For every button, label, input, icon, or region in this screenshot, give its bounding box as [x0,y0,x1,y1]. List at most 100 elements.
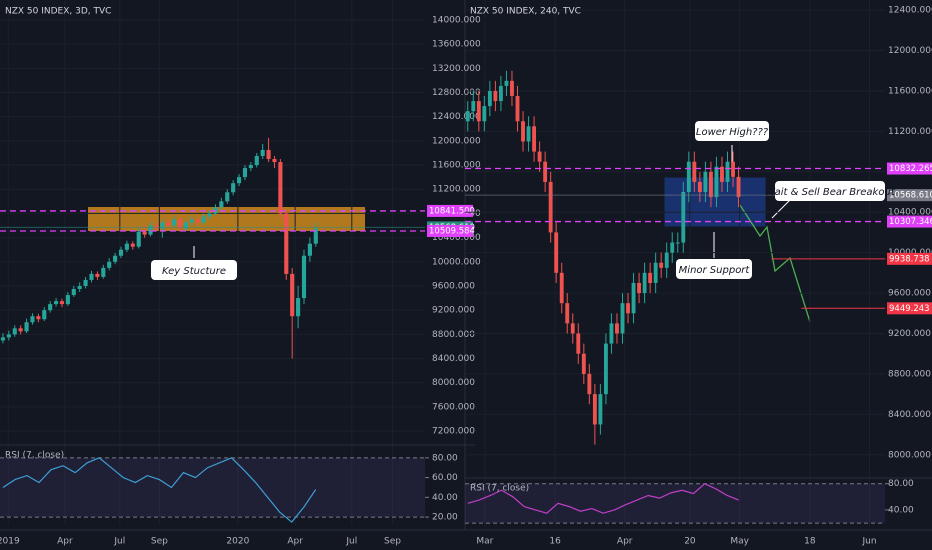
x-tick-label: Apr [287,537,303,547]
y-tick-label: 9200.000 [432,306,475,316]
candle-body [65,295,70,305]
y-tick-label: 11600.000 [432,161,481,171]
candle-body [142,231,147,235]
candle-body [201,216,206,223]
candle-body [160,222,165,229]
x-tick-label: Jul [113,537,125,547]
x-tick-label: Apr [57,537,73,547]
price-label-bg [887,162,932,175]
x-tick-label: Mar [476,537,493,547]
price-label-bg [887,215,932,228]
candle-body [260,149,265,156]
candle-body [6,334,11,338]
annotation: Lower High??? [696,127,769,138]
annotation-box [695,121,769,141]
candle-body [681,192,686,243]
candle-body [272,159,277,163]
y-tick-label: 8400.000 [888,410,931,420]
candle-body [12,328,17,335]
candle-body [493,90,498,102]
candle-body [107,261,112,268]
candle-body [653,262,658,283]
candle-body [532,126,537,152]
y-tick-label: 11600.000 [888,86,932,96]
candle-body [559,272,564,304]
candle-body [648,272,653,283]
candle-body [101,267,106,277]
candle-body [642,272,647,294]
y-tick-label: 12400.000 [432,112,481,122]
candle-body [686,161,691,193]
candle-body [487,90,492,107]
y-tick-label: 8800.000 [432,330,475,340]
x-tick-label: 2019 [0,537,20,547]
candle-body [708,171,713,198]
candle-body [30,316,35,323]
candle-body [570,323,575,334]
y-tick-label: 13200.000 [432,64,481,74]
y-tick-label: 11200.000 [888,127,932,137]
candle-body [565,303,570,324]
candle-body [670,242,675,253]
candle-body [266,149,271,160]
price-label-bg [427,204,473,217]
rsi-band [0,457,425,518]
candle-body [659,262,664,268]
candle-body [482,106,487,122]
candle-body [554,232,559,273]
candle-body [603,343,608,395]
candle-body [615,323,619,334]
candles [0,137,318,359]
candle-body [42,310,47,320]
candle-body [54,301,59,305]
candle-body [587,373,592,395]
candle-body [136,231,141,247]
y-tick-label: 8400.000 [432,354,475,364]
x-tick-label: Jun [861,537,876,547]
candle-body [36,316,41,320]
candle-body [248,165,253,169]
candle-body [692,161,697,182]
candle-body [113,255,118,262]
candle-body [231,183,236,193]
candle-body [296,298,301,317]
candle-body [731,161,735,177]
candle-body [736,176,741,198]
candle-body [18,328,23,332]
candle-body [526,126,531,142]
rsi-label: RSI (7, close) [470,484,529,494]
candle-body [521,121,525,142]
candle-body [504,80,509,86]
candle-body [207,213,212,217]
candle-body [537,151,542,162]
candle-body [581,353,586,374]
rsi-band [465,483,885,524]
candle-body [77,285,82,290]
annotation-box [151,260,237,280]
y-tick-label: 8000.000 [432,378,475,388]
candle-body [148,225,153,235]
rsi-tick-label: 40.00 [888,505,914,515]
candle-body [675,242,680,244]
candle-body [313,228,318,244]
candle-body [307,243,312,256]
annotation: Wait & Sell Bear Breakout [765,187,895,198]
candle-body [498,85,503,102]
rsi-tick-label: 40.00 [432,493,458,503]
x-tick-label: 18 [804,537,816,547]
y-tick-label: 9600.000 [432,281,475,291]
x-tick-label: Sep [384,537,401,547]
x-tick-label: Jul [345,537,357,547]
rsi-tick-label: 60.00 [432,473,458,483]
candle-body [290,273,295,317]
x-tick-label: Apr [617,537,633,547]
candle-body [515,96,520,122]
candle-body [301,255,307,299]
y-tick-label: 11200.000 [432,185,481,195]
candle-body [609,323,614,344]
candle-body [548,181,553,233]
candle-body [592,394,597,425]
y-tick-label: 9600.000 [888,289,931,299]
